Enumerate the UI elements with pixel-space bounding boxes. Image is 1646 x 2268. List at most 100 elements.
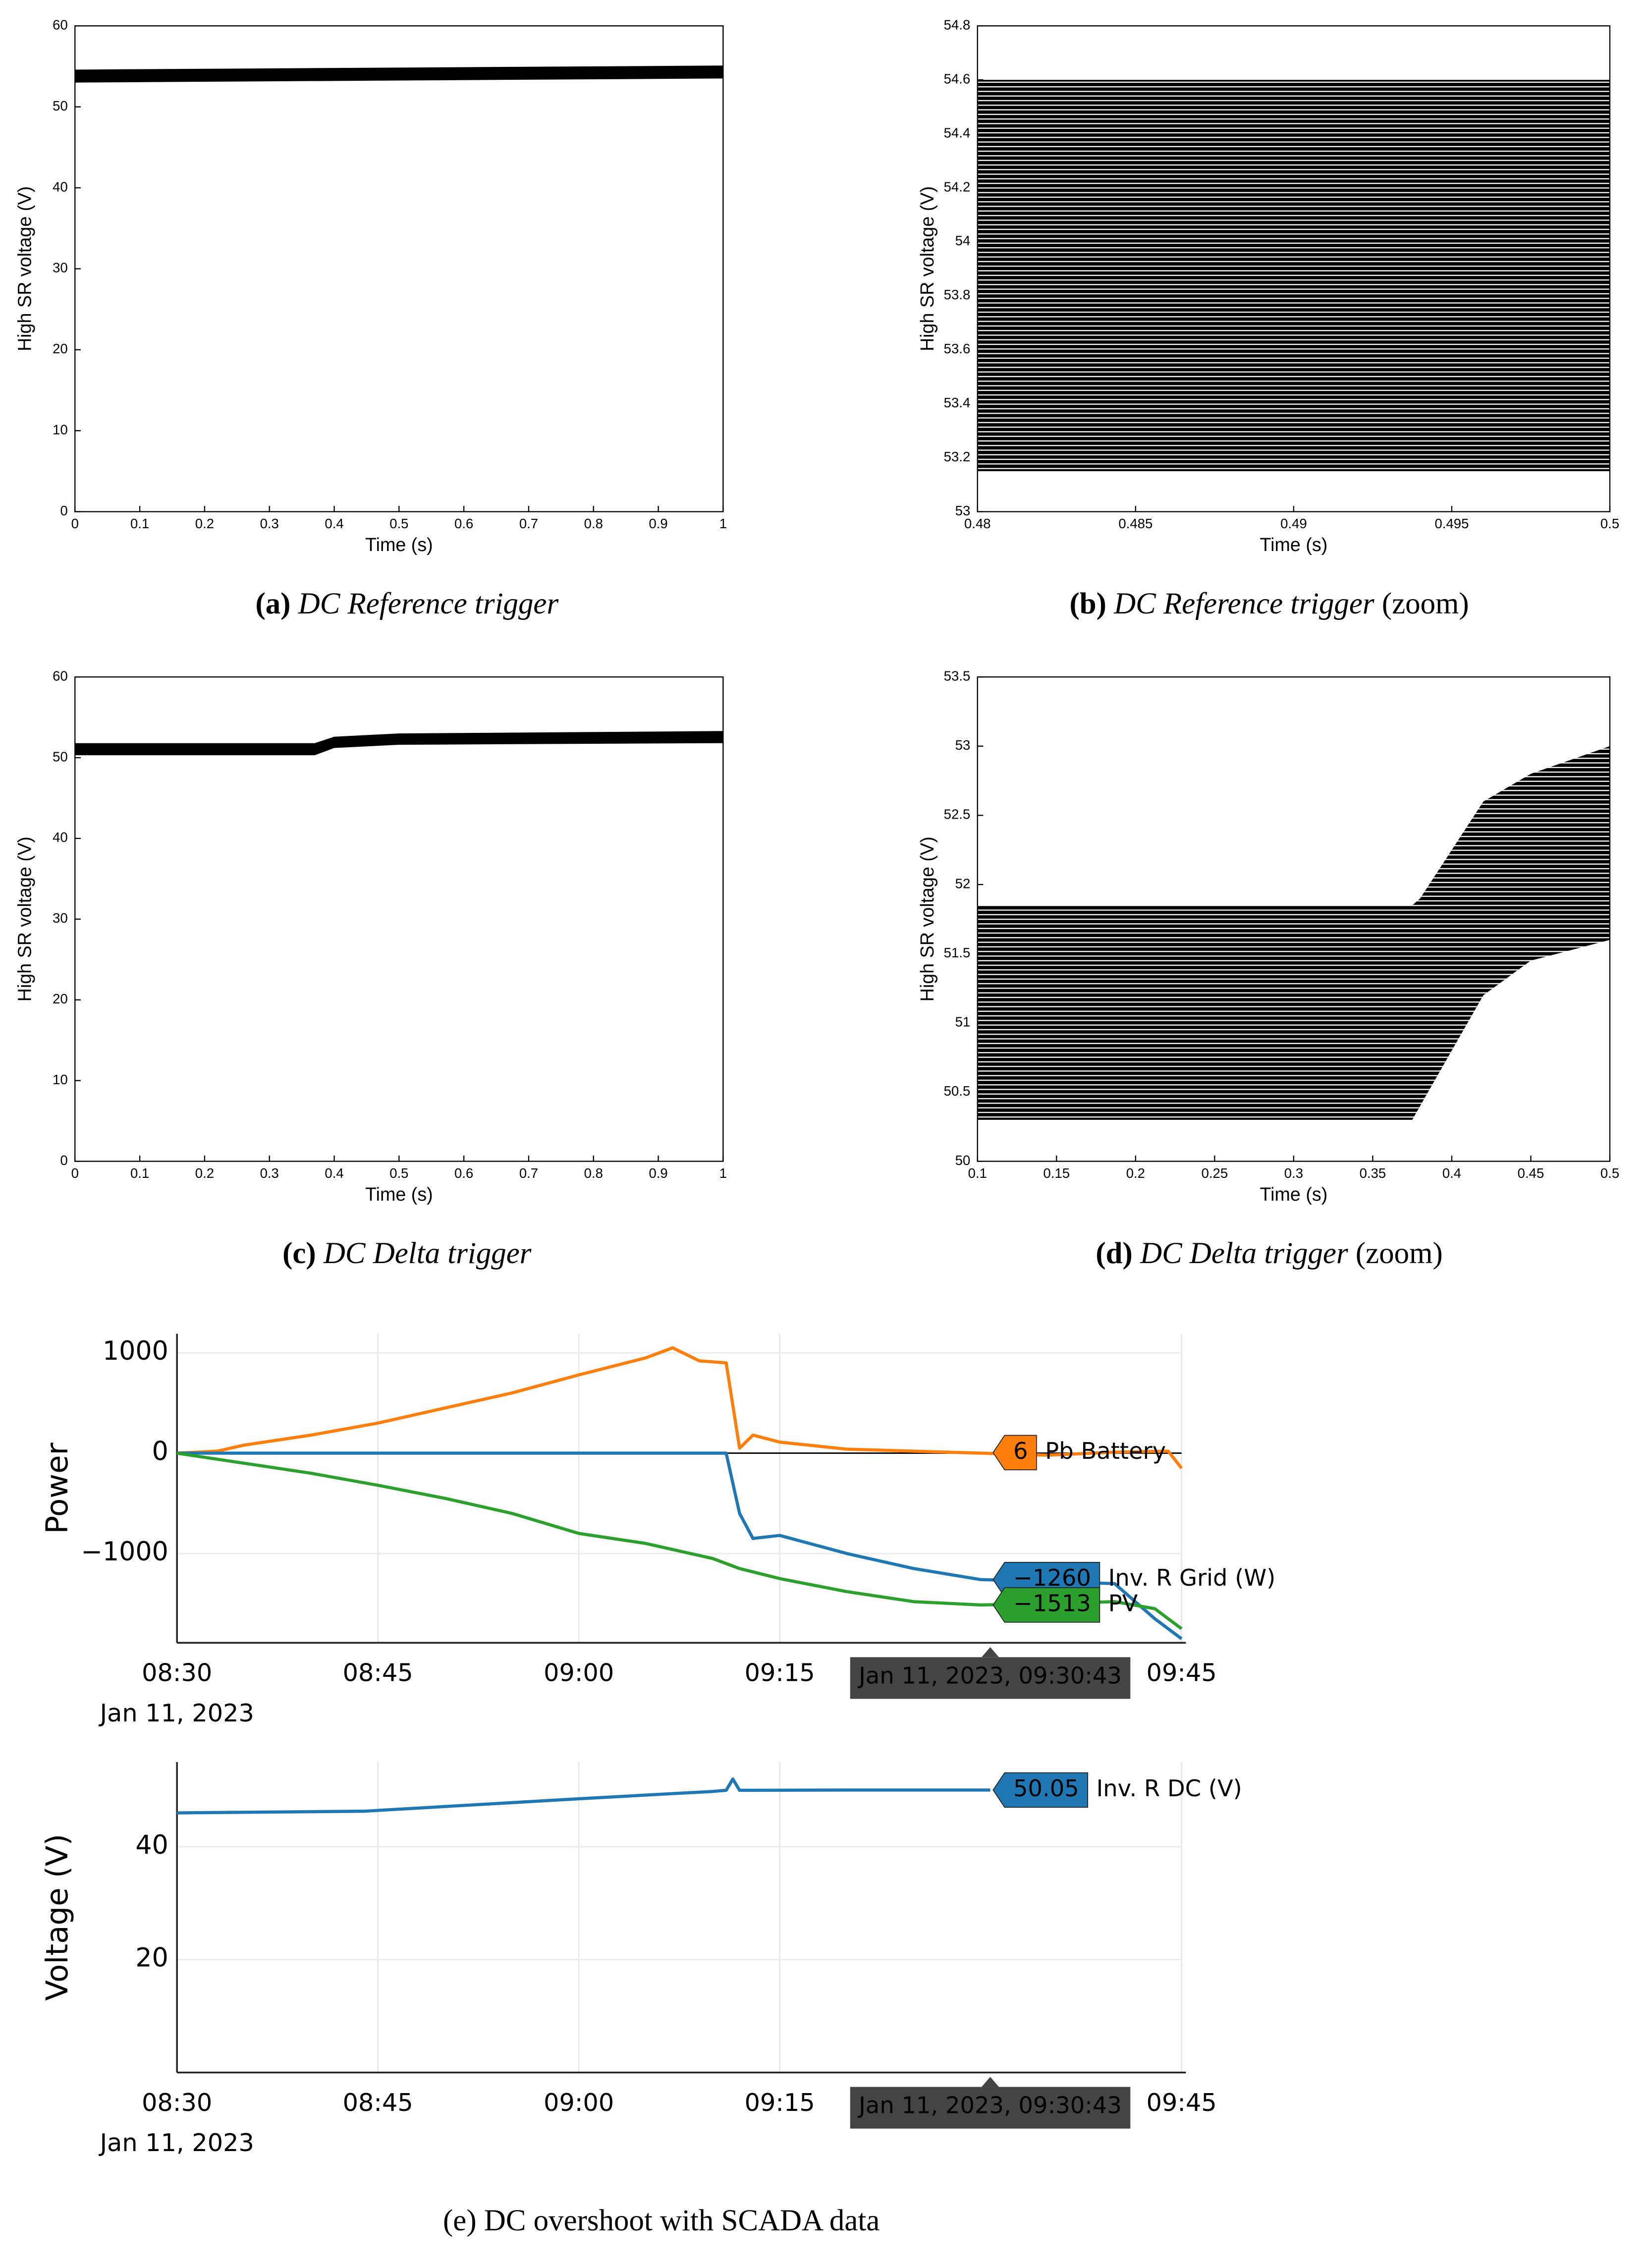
y-tick-label: −1000 xyxy=(81,1537,168,1567)
caption: (a) DC Reference trigger xyxy=(255,587,558,620)
x-tick-label: 0.3 xyxy=(260,1165,279,1181)
hover-value: −1513 xyxy=(1013,1590,1091,1616)
y-axis-label: High SR voltage (V) xyxy=(14,836,35,1001)
caption-note: (zoom) xyxy=(1356,1237,1443,1270)
series-line xyxy=(177,1777,990,1815)
x-tick-label: 0.2 xyxy=(195,1165,214,1181)
x-tick-label: 08:30 xyxy=(142,2088,212,2117)
y-tick-label: 20 xyxy=(53,991,68,1006)
x-tick-label: 0.49 xyxy=(1280,516,1307,531)
y-tick-label: 40 xyxy=(135,1830,168,1860)
chart: 0.48 0.485 0.49 0.495 0.5 53 53.2 53.4 53.6 53.8 5… xyxy=(917,17,1619,620)
chart: 08:30 08:45 09:00 09:15 09:45 Jan 11, 2023 20 4… xyxy=(40,1762,1242,2157)
x-tick-label: 0.5 xyxy=(1600,516,1619,531)
x-tick-label: 0.5 xyxy=(389,516,408,531)
x-tick-label: 09:45 xyxy=(1147,2088,1217,2117)
tooltip-text: Jan 11, 2023, 09:30:43 xyxy=(857,1662,1122,1689)
x-tick-label: 1 xyxy=(719,516,727,531)
hover-tag xyxy=(992,1772,1089,1808)
y-tick-label: 51.5 xyxy=(944,945,971,960)
y-tick-label: 50.5 xyxy=(944,1083,971,1099)
x-tick-label: 08:30 xyxy=(142,1659,212,1687)
caption-label: (b) xyxy=(1069,587,1106,620)
x-tick-label: 0 xyxy=(71,516,79,531)
x-tick-label: 0.1 xyxy=(130,516,149,531)
y-tick-label: 30 xyxy=(53,910,68,926)
tooltip-box xyxy=(850,1657,1131,1699)
y-tick-label: 52.5 xyxy=(944,807,971,822)
y-axis-label: High SR voltage (V) xyxy=(14,186,35,351)
caption-note: (zoom) xyxy=(1382,587,1469,620)
y-tick-label: 0 xyxy=(60,503,67,518)
x-tick-label: 0.25 xyxy=(1202,1165,1228,1181)
y-axis-label: Power xyxy=(40,1442,75,1534)
x-tick-label: 0.3 xyxy=(1284,1165,1303,1181)
y-tick-label: 60 xyxy=(53,17,68,32)
hover-tag xyxy=(992,1435,1037,1471)
caption-label: (a) xyxy=(255,587,290,620)
y-axis-label: High SR voltage (V) xyxy=(917,836,937,1001)
y-tick-label: 54.2 xyxy=(944,179,971,194)
legend-label: Inv. R Grid (W) xyxy=(1108,1564,1276,1591)
y-tick-label: 50 xyxy=(955,1153,971,1168)
caption-label: (d) xyxy=(1096,1237,1132,1270)
x-tick-label: 0.9 xyxy=(649,1165,667,1181)
x-axis-label: Time (s) xyxy=(1260,1184,1328,1205)
x-tick-label: 0.495 xyxy=(1435,516,1469,531)
y-tick-label: 54 xyxy=(955,233,971,248)
x-tick-label: 1 xyxy=(719,1165,727,1181)
hover-tag xyxy=(992,1587,1100,1623)
x-tick-label: 0.485 xyxy=(1118,516,1152,531)
legend-label: Inv. R DC (V) xyxy=(1097,1775,1242,1802)
y-axis-label: High SR voltage (V) xyxy=(917,186,937,351)
x-tick-label: 0.2 xyxy=(195,516,214,531)
axes-frame xyxy=(977,676,1611,1162)
x-axis-label: Time (s) xyxy=(365,534,433,555)
legend-label: Pb Battery xyxy=(1045,1438,1166,1464)
x-tick-label: 0.4 xyxy=(325,516,343,531)
band xyxy=(75,731,723,756)
x-tick-label: 0.9 xyxy=(649,516,667,531)
band xyxy=(977,746,1610,1120)
caption-text: DC Delta trigger xyxy=(323,1237,532,1270)
chart: 0 0.1 0.2 0.3 0.4 0.5 0.6 0.7 0.8 0.9 101020304050… xyxy=(14,17,727,620)
x-tick-label: 0.2 xyxy=(1126,1165,1145,1181)
y-tick-label: 0 xyxy=(152,1437,168,1467)
y-tick-label: 53.2 xyxy=(944,449,971,464)
x-tick-label: 0.8 xyxy=(584,516,603,531)
caption-text: DC Delta trigger xyxy=(1140,1237,1348,1270)
x-axis-label: Time (s) xyxy=(1260,534,1328,555)
x-axis-label: Time (s) xyxy=(365,1184,433,1205)
y-tick-label: 1000 xyxy=(103,1336,168,1366)
y-tick-label: 53.4 xyxy=(944,395,971,410)
x-tick-label: 09:15 xyxy=(745,2088,815,2117)
x-tick-label: 08:45 xyxy=(343,1659,413,1687)
y-tick-label: 54.4 xyxy=(944,125,971,140)
axes-frame xyxy=(74,25,724,512)
y-tick-label: 0 xyxy=(60,1153,67,1168)
chart: 0.1 0.15 0.2 0.25 0.3 0.35 0.4 0.45 0.5 50 50.5 51 5… xyxy=(917,668,1619,1270)
y-tick-label: 53 xyxy=(955,737,971,753)
caption: (b) DC Reference trigger (zoom) xyxy=(1069,587,1469,620)
x-tick-label: 0.15 xyxy=(1043,1165,1070,1181)
x-date-label: Jan 11, 2023 xyxy=(99,1699,254,1727)
x-tick-label: 09:00 xyxy=(544,1659,614,1687)
band xyxy=(75,65,723,83)
y-tick-label: 50 xyxy=(53,749,68,764)
x-tick-label: 0.45 xyxy=(1518,1165,1544,1181)
series-line xyxy=(177,1451,1183,1640)
x-tick-label: 09:15 xyxy=(745,1659,815,1687)
y-tick-label: 53 xyxy=(955,503,971,518)
y-tick-label: 52 xyxy=(955,876,971,891)
axes-frame xyxy=(74,676,724,1162)
y-tick-label: 54.6 xyxy=(944,71,971,86)
y-axis-label: Voltage (V) xyxy=(40,1834,75,2001)
x-tick-label: 0.48 xyxy=(964,516,991,531)
y-tick-label: 40 xyxy=(53,830,68,845)
y-tick-label: 10 xyxy=(53,422,68,437)
tooltip-pointer xyxy=(982,1647,999,1658)
caption-label: (c) xyxy=(282,1237,316,1270)
y-tick-label: 40 xyxy=(53,179,68,194)
x-tick-label: 0.6 xyxy=(454,516,473,531)
